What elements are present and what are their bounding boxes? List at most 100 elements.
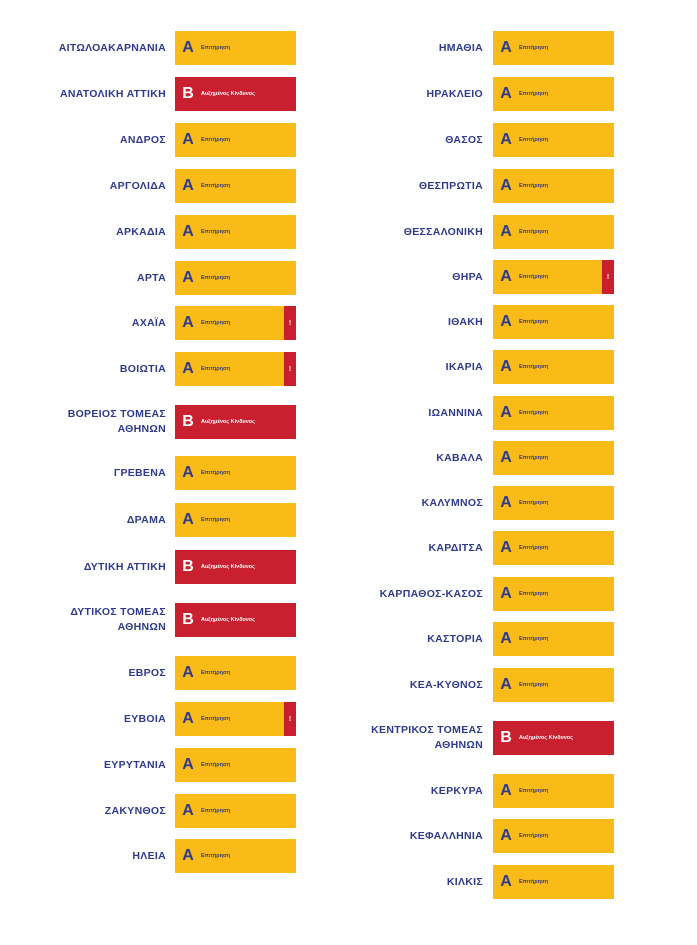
alert-level-badge: B Αυξημένος Κίνδυνος xyxy=(175,603,296,637)
alert-level-label: Επιτήρηση xyxy=(519,636,549,642)
alert-level-label: Αυξημένος Κίνδυνος xyxy=(201,419,256,425)
alert-level-badge: B Αυξημένος Κίνδυνος xyxy=(175,77,296,111)
alert-level-label: Επιτήρηση xyxy=(519,364,549,370)
alert-level-letter: A xyxy=(182,511,194,528)
regional-unit-name: ΚΕΑ-ΚΥΘΝΟΣ xyxy=(409,678,483,691)
alert-level-badge: A Επιτήρηση xyxy=(493,350,614,384)
regional-unit-name: ΑΡΤΑ xyxy=(136,271,166,284)
alert-level-letter: A xyxy=(182,131,194,148)
alert-level-letter: A xyxy=(182,360,194,377)
alert-level-letter: A xyxy=(500,539,512,556)
regional-unit-name: ΙΩΑΝΝΙΝΑ xyxy=(428,406,483,419)
regional-unit-name: ΗΜΑΘΙΑ xyxy=(438,41,483,54)
alert-level-badge: A Επιτήρηση xyxy=(175,31,296,65)
regional-unit-name: ΚΕΝΤΡΙΚΟΣ ΤΟΜΕΑΣ ΑΘΗΝΩΝ xyxy=(371,724,483,751)
alert-level-label: Επιτήρηση xyxy=(519,91,549,97)
alert-level-label: Επιτήρηση xyxy=(519,455,549,461)
alert-level-label: Επιτήρηση xyxy=(201,229,231,235)
regional-unit-name: ΗΛΕΙΑ xyxy=(132,849,166,862)
alert-level-letter: B xyxy=(182,85,194,102)
alert-level-label: Επιτήρηση xyxy=(519,137,549,143)
alert-level-badge: B Αυξημένος Κίνδυνος xyxy=(175,550,296,584)
alert-level-badge: A Επιτήρηση xyxy=(493,819,614,853)
alert-level-badge: B Αυξημένος Κίνδυνος xyxy=(175,405,296,439)
alert-level-letter: A xyxy=(500,223,512,240)
alert-level-label: Αυξημένος Κίνδυνος xyxy=(201,617,256,623)
regional-unit-name: ΙΘΑΚΗ xyxy=(447,315,483,328)
alert-level-label: Επιτήρηση xyxy=(201,320,231,326)
alert-level-letter: A xyxy=(500,585,512,602)
regional-unit-name: ΔΥΤΙΚΟΣ ΤΟΜΕΑΣ ΑΘΗΝΩΝ xyxy=(70,606,166,633)
alert-level-badge: A Επιτήρηση xyxy=(493,305,614,339)
alert-level-badge: A Επιτήρηση xyxy=(493,31,614,65)
alert-level-label: Αυξημένος Κίνδυνος xyxy=(201,564,256,570)
alert-level-label: Επιτήρηση xyxy=(201,45,231,51)
alert-level-label: Επιτήρηση xyxy=(201,275,231,281)
alert-level-label: Επιτήρηση xyxy=(201,366,231,372)
regional-unit-name: ΘΕΣΠΡΩΤΙΑ xyxy=(418,179,483,192)
alert-level-letter: A xyxy=(500,782,512,799)
alert-level-letter: B xyxy=(182,558,194,575)
alert-level-letter: A xyxy=(500,177,512,194)
alert-level-badge: A Επιτήρηση! xyxy=(175,702,296,736)
regional-unit-name: ΙΚΑΡΙΑ xyxy=(445,360,483,373)
alert-level-badge: A Επιτήρηση xyxy=(175,456,296,490)
alert-level-badge: A Επιτήρηση xyxy=(175,748,296,782)
alert-level-badge: A Επιτήρηση! xyxy=(493,260,614,294)
alert-level-badge: A Επιτήρηση xyxy=(493,441,614,475)
regional-unit-name: ΑΝΔΡΟΣ xyxy=(120,133,166,146)
regional-unit-name: ΑΙΤΩΛΟΑΚΑΡΝΑΝΙΑ xyxy=(58,41,166,54)
alert-level-label: Επιτήρηση xyxy=(519,500,549,506)
alert-level-letter: A xyxy=(182,269,194,286)
alert-level-label: Επιτήρηση xyxy=(201,517,231,523)
regional-unit-name: ΚΑΣΤΟΡΙΑ xyxy=(427,632,483,645)
regional-unit-name: ΗΡΑΚΛΕΙΟ xyxy=(426,87,483,100)
regional-unit-name: ΚΑΡΔΙΤΣΑ xyxy=(428,541,483,554)
alert-level-letter: A xyxy=(500,358,512,375)
alert-level-label: Επιτήρηση xyxy=(201,183,231,189)
alert-level-letter: A xyxy=(182,802,194,819)
alert-level-letter: A xyxy=(500,494,512,511)
alert-level-badge: A Επιτήρηση xyxy=(493,668,614,702)
warning-flag-icon: ! xyxy=(284,352,296,386)
regional-unit-name: ΓΡΕΒΕΝΑ xyxy=(113,466,166,479)
alert-level-label: Επιτήρηση xyxy=(519,274,549,280)
warning-flag-icon: ! xyxy=(602,260,614,294)
regional-unit-name: ΑΧΑΪΑ xyxy=(131,316,166,329)
alert-level-letter: A xyxy=(182,314,194,331)
alert-level-letter: A xyxy=(500,630,512,647)
alert-level-badge: A Επιτήρηση xyxy=(175,656,296,690)
alert-level-badge: A Επιτήρηση xyxy=(493,577,614,611)
regional-unit-name: ΕΒΡΟΣ xyxy=(128,666,166,679)
regional-unit-name: ΚΑΒΑΛΑ xyxy=(436,451,483,464)
alert-level-letter: A xyxy=(182,39,194,56)
alert-level-letter: A xyxy=(500,39,512,56)
alert-level-badge: A Επιτήρηση xyxy=(175,215,296,249)
regional-unit-name: ΘΑΣΟΣ xyxy=(445,133,483,146)
alert-level-badge: A Επιτήρηση xyxy=(175,503,296,537)
regional-unit-name: ΔΥΤΙΚΗ ΑΤΤΙΚΗ xyxy=(83,560,166,573)
alert-level-label: Επιτήρηση xyxy=(519,183,549,189)
alert-level-letter: A xyxy=(500,131,512,148)
alert-level-label: Επιτήρηση xyxy=(519,410,549,416)
alert-level-badge: A Επιτήρηση xyxy=(493,123,614,157)
warning-flag-icon: ! xyxy=(284,306,296,340)
alert-level-label: Επιτήρηση xyxy=(519,545,549,551)
alert-level-label: Επιτήρηση xyxy=(201,762,231,768)
regional-unit-name: ΘΕΣΣΑΛΟΝΙΚΗ xyxy=(403,225,483,238)
alert-level-letter: A xyxy=(182,223,194,240)
alert-level-label: Επιτήρηση xyxy=(201,137,231,143)
alert-level-badge: A Επιτήρηση xyxy=(493,774,614,808)
alert-level-badge: A Επιτήρηση xyxy=(493,486,614,520)
alert-level-badge: B Αυξημένος Κίνδυνος xyxy=(493,721,614,755)
alert-level-label: Επιτήρηση xyxy=(519,788,549,794)
alert-level-badge: A Επιτήρηση xyxy=(175,794,296,828)
alert-level-letter: A xyxy=(182,847,194,864)
alert-level-letter: B xyxy=(182,413,194,430)
regional-unit-name: ΚΑΛΥΜΝΟΣ xyxy=(421,496,483,509)
alert-level-label: Επιτήρηση xyxy=(201,716,231,722)
alert-level-letter: A xyxy=(182,710,194,727)
alert-level-label: Επιτήρηση xyxy=(201,670,231,676)
regional-unit-name: ΘΗΡΑ xyxy=(452,270,483,283)
regional-unit-name: ΑΡΚΑΔΙΑ xyxy=(116,225,166,238)
